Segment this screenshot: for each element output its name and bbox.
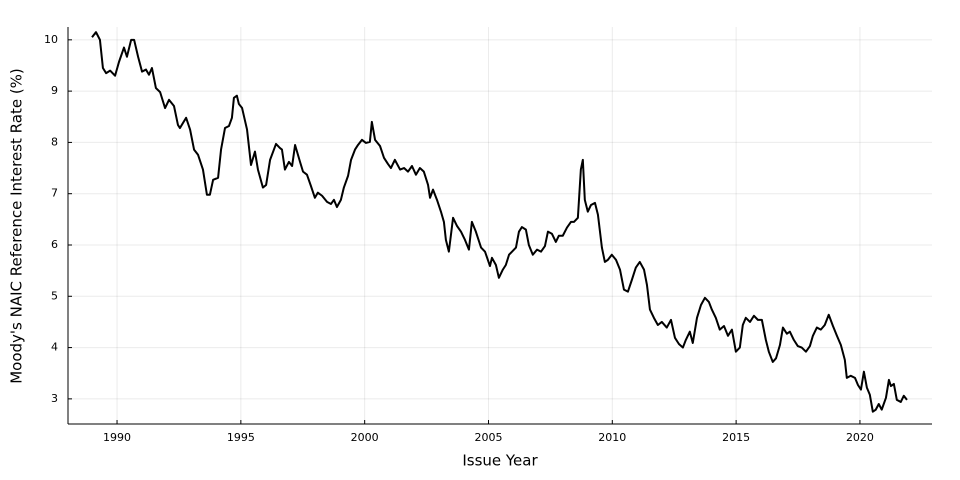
x-tick-label: 1995 (227, 431, 255, 444)
x-tick-label: 2010 (598, 431, 626, 444)
y-tick-label: 8 (51, 135, 58, 148)
y-tick-label: 7 (51, 187, 58, 200)
x-tick-label: 2015 (722, 431, 750, 444)
y-tick-label: 5 (51, 289, 58, 302)
y-tick-label: 4 (51, 341, 58, 354)
x-tick-label: 2005 (474, 431, 502, 444)
x-tick-label: 2020 (846, 431, 874, 444)
x-tick-label: 2000 (351, 431, 379, 444)
data-line (91, 31, 908, 413)
x-tick-label: 1990 (103, 431, 131, 444)
y-tick-label: 6 (51, 238, 58, 251)
y-tick-label: 10 (44, 33, 58, 46)
y-tick-label: 3 (51, 392, 58, 405)
y-tick-label: 9 (51, 84, 58, 97)
y-axis-label: Moody's NAIC Reference Interest Rate (%) (8, 68, 26, 384)
x-axis-label: Issue Year (462, 452, 538, 470)
